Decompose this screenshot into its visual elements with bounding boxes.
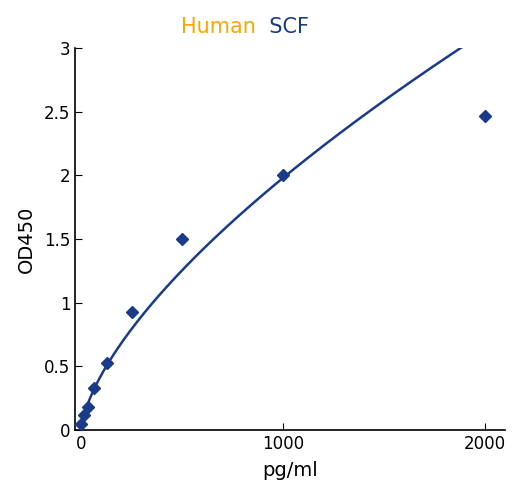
X-axis label: pg/ml: pg/ml [263, 461, 318, 480]
Y-axis label: OD450: OD450 [17, 205, 36, 273]
Text: Human: Human [181, 17, 256, 37]
Text: SCF: SCF [256, 17, 309, 37]
